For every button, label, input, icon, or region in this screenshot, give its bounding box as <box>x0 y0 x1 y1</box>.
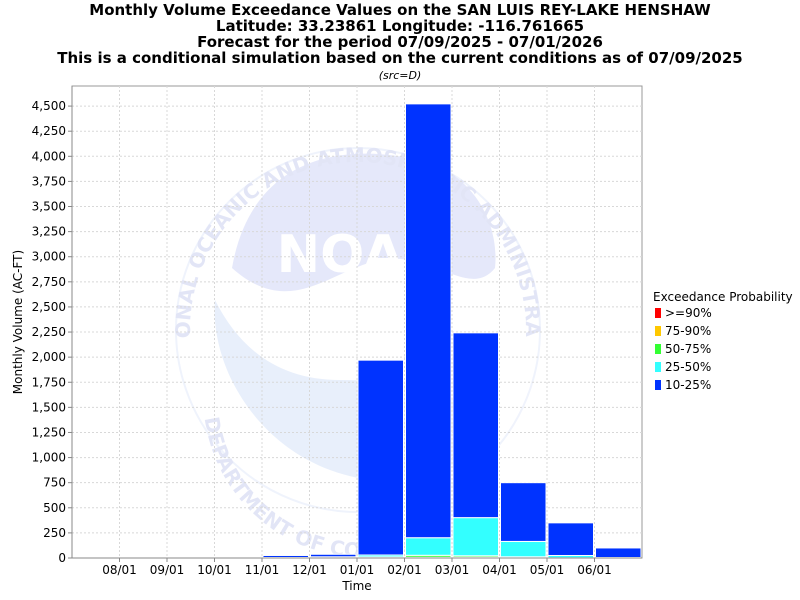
bar-segment-4 <box>452 517 499 557</box>
legend-swatch <box>655 308 661 318</box>
y-tick-label: 4,500 <box>32 99 66 113</box>
bar-segment-5 <box>452 332 499 519</box>
y-axis-label: Monthly Volume (AC-FT) <box>11 250 25 394</box>
legend-label: 10-25% <box>665 378 711 392</box>
y-tick-label: 0 <box>58 551 66 565</box>
x-tick-label: 08/01 <box>102 563 137 577</box>
x-tick-label: 05/01 <box>530 563 565 577</box>
y-tick-label: 2,250 <box>32 325 66 339</box>
bar-segment-5 <box>405 103 452 539</box>
bar-segment-5 <box>310 553 357 558</box>
y-tick-label: 1,750 <box>32 375 66 389</box>
x-tick-label: 03/01 <box>435 563 470 577</box>
x-tick-label: 11/01 <box>245 563 280 577</box>
bars <box>120 103 642 560</box>
bar-segment-5 <box>547 522 594 556</box>
y-tick-label: 3,500 <box>32 200 66 214</box>
y-tick-label: 2,500 <box>32 300 66 314</box>
legend-label: 50-75% <box>665 342 711 356</box>
chart-title: Monthly Volume Exceedance Values on the … <box>57 1 743 82</box>
y-tick-label: 750 <box>43 476 66 490</box>
legend-label: 75-90% <box>665 324 711 338</box>
legend-label: >=90% <box>665 306 712 320</box>
bar-segment-4 <box>500 540 547 558</box>
legend-swatch <box>655 326 661 336</box>
title-line-2: Latitude: 33.23861 Longitude: -116.76166… <box>216 17 584 35</box>
title-line-1: Monthly Volume Exceedance Values on the … <box>89 1 711 19</box>
y-tick-label: 1,000 <box>32 451 66 465</box>
bar-segment-5 <box>595 547 642 558</box>
x-tick-label: 06/01 <box>577 563 612 577</box>
y-tick-label: 500 <box>43 501 66 515</box>
y-tick-label: 2,750 <box>32 275 66 289</box>
legend-swatch <box>655 380 661 390</box>
x-tick-label: 04/01 <box>482 563 517 577</box>
title-line-4: This is a conditional simulation based o… <box>57 49 743 67</box>
y-tick-label: 1,250 <box>32 425 66 439</box>
y-tick-label: 3,750 <box>32 174 66 188</box>
legend: Exceedance Probability >=90% 75-90% 50-75%… <box>653 290 793 392</box>
y-tick-label: 1,500 <box>32 400 66 414</box>
legend-swatch <box>655 362 661 372</box>
grid-lines <box>72 86 642 558</box>
legend-label: 25-50% <box>665 360 711 374</box>
x-tick-label: 10/01 <box>197 563 232 577</box>
title-line-3: Forecast for the period 07/09/2025 - 07/… <box>197 33 603 51</box>
legend-title: Exceedance Probability <box>653 290 793 304</box>
chart-subtitle: (src=D) <box>379 69 422 82</box>
legend-items: >=90% 75-90% 50-75% 25-50% 10-25% <box>655 306 712 392</box>
y-tick-label: 3,250 <box>32 225 66 239</box>
y-tick-label: 2,000 <box>32 350 66 364</box>
y-tick-label: 4,250 <box>32 124 66 138</box>
x-tick-label: 09/01 <box>150 563 185 577</box>
x-tick-label: 02/01 <box>387 563 422 577</box>
x-axis-label: Time <box>341 579 371 593</box>
bar-segment-5 <box>357 359 404 556</box>
bar-segment-4 <box>405 537 452 556</box>
y-axis-ticks: 0 250 500 750 1,000 1,250 1,500 1,750 2,000 2,250… <box>32 99 72 565</box>
y-tick-label: 250 <box>43 526 66 540</box>
y-tick-label: 4,000 <box>32 149 66 163</box>
legend-swatch <box>655 344 661 354</box>
bar-segment-5 <box>262 554 309 558</box>
x-tick-label: 01/01 <box>340 563 375 577</box>
x-tick-label: 12/01 <box>292 563 327 577</box>
x-axis-ticks: 08/01 09/01 10/01 11/01 12/01 01/01 02/01 03/01… <box>102 558 612 577</box>
y-tick-label: 3,000 <box>32 250 66 264</box>
bar-segment-5 <box>500 482 547 542</box>
